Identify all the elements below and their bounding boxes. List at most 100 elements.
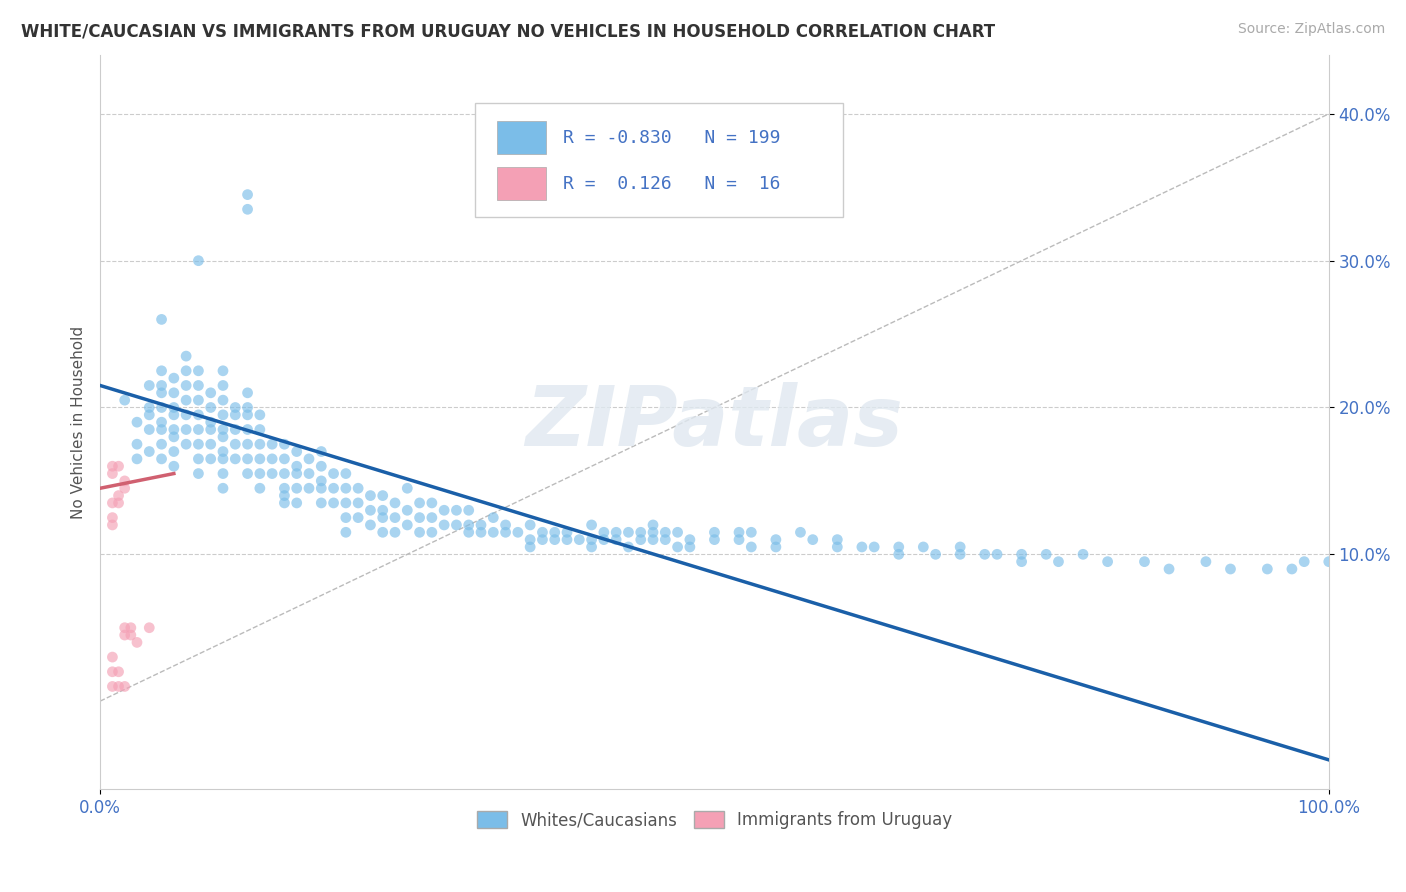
Point	[114, 474, 136, 488]
Point	[457, 518, 479, 533]
FancyBboxPatch shape	[475, 103, 844, 217]
Point	[470, 525, 492, 540]
Point	[174, 423, 197, 437]
Point	[236, 202, 259, 217]
Point	[446, 503, 468, 517]
Point	[138, 444, 160, 458]
Point	[200, 415, 222, 429]
Point	[212, 430, 235, 444]
Point	[1047, 555, 1070, 569]
Point	[408, 525, 430, 540]
Point	[101, 680, 124, 694]
Point	[1294, 555, 1316, 569]
Point	[187, 437, 209, 451]
Point	[125, 415, 148, 429]
Point	[973, 547, 995, 561]
Point	[617, 540, 640, 554]
Point	[322, 496, 344, 510]
Point	[236, 408, 259, 422]
Point	[273, 467, 295, 481]
Point	[187, 378, 209, 392]
Point	[187, 451, 209, 466]
Point	[949, 540, 972, 554]
Point	[163, 430, 186, 444]
Point	[273, 496, 295, 510]
Point	[138, 408, 160, 422]
Point	[273, 481, 295, 495]
Point	[212, 481, 235, 495]
Point	[986, 547, 1008, 561]
Point	[236, 401, 259, 415]
Point	[174, 364, 197, 378]
Point	[605, 533, 627, 547]
Point	[187, 467, 209, 481]
Point	[273, 451, 295, 466]
Point	[740, 540, 762, 554]
Point	[1035, 547, 1057, 561]
Point	[1317, 555, 1340, 569]
Point	[1071, 547, 1094, 561]
Point	[347, 510, 370, 524]
Point	[887, 540, 910, 554]
Point	[519, 518, 541, 533]
Point	[262, 467, 284, 481]
Point	[470, 518, 492, 533]
Point	[408, 510, 430, 524]
Point	[212, 467, 235, 481]
Point	[107, 665, 129, 679]
Point	[138, 378, 160, 392]
Point	[236, 437, 259, 451]
Point	[335, 525, 357, 540]
Point	[630, 533, 652, 547]
Point	[125, 437, 148, 451]
Point	[200, 451, 222, 466]
Point	[120, 621, 142, 635]
Point	[224, 423, 246, 437]
Point	[1011, 547, 1033, 561]
Point	[285, 459, 308, 474]
Point	[1157, 562, 1180, 576]
Point	[212, 444, 235, 458]
Point	[347, 496, 370, 510]
Y-axis label: No Vehicles in Household: No Vehicles in Household	[72, 326, 86, 519]
Point	[150, 437, 173, 451]
Point	[101, 510, 124, 524]
Point	[174, 378, 197, 392]
Point	[273, 489, 295, 503]
Point	[311, 459, 333, 474]
Point	[163, 423, 186, 437]
Point	[101, 650, 124, 665]
Point	[359, 518, 381, 533]
Point	[273, 437, 295, 451]
Point	[433, 518, 456, 533]
Point	[150, 415, 173, 429]
Point	[654, 525, 676, 540]
Point	[101, 467, 124, 481]
Point	[114, 481, 136, 495]
Point	[138, 621, 160, 635]
Point	[187, 364, 209, 378]
Point	[335, 467, 357, 481]
Text: Source: ZipAtlas.com: Source: ZipAtlas.com	[1237, 22, 1385, 37]
Point	[420, 525, 443, 540]
Point	[654, 533, 676, 547]
Point	[371, 510, 394, 524]
Point	[531, 533, 554, 547]
Point	[212, 408, 235, 422]
Point	[200, 437, 222, 451]
Point	[150, 364, 173, 378]
Point	[592, 525, 614, 540]
Point	[163, 401, 186, 415]
Point	[679, 540, 702, 554]
Point	[163, 444, 186, 458]
Point	[249, 408, 271, 422]
Point	[150, 378, 173, 392]
Point	[912, 540, 935, 554]
Point	[1097, 555, 1119, 569]
Point	[187, 423, 209, 437]
Point	[236, 423, 259, 437]
Point	[433, 503, 456, 517]
Point	[114, 393, 136, 408]
Point	[187, 393, 209, 408]
Point	[371, 525, 394, 540]
